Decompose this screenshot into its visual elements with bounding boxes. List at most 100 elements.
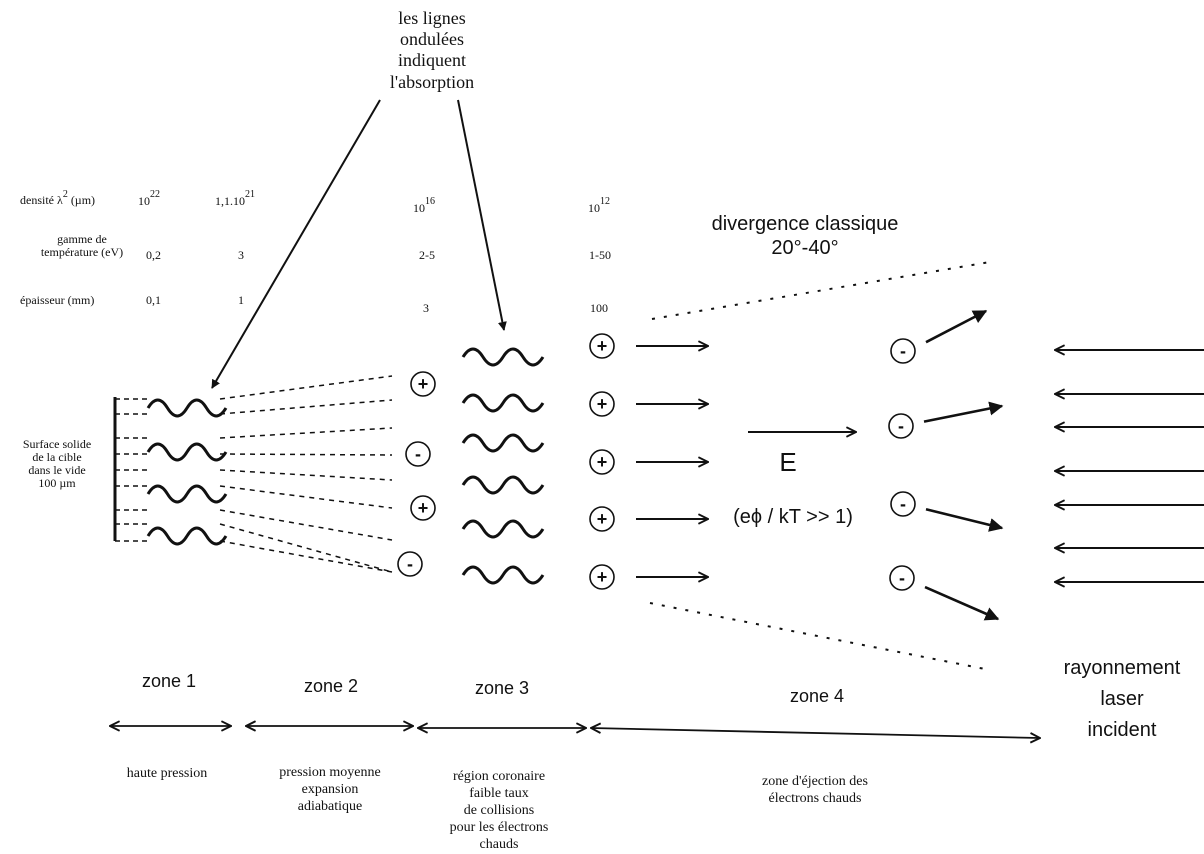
divergence-boundary-bottom	[649, 602, 991, 671]
hot-electron-2-sign: -	[898, 416, 904, 436]
zone-2-desc-1: pression moyenne	[279, 765, 380, 780]
layer-line-outer-3	[219, 427, 393, 439]
wave-zone3-5	[461, 519, 545, 539]
property-table: densité λ2 (µm) 1022 1,1.1021 1016 1012 g…	[20, 189, 611, 315]
zone-3: zone 3 région coronaire faible taux de c…	[418, 678, 586, 852]
hot-electron-4-circle	[889, 565, 915, 591]
ion-zone3-1: +	[589, 333, 615, 359]
hot-electron-4-sign: -	[899, 568, 905, 588]
zone-3-desc-3: de collisions	[464, 803, 534, 818]
hot-electron-3-circle	[890, 491, 916, 517]
absorption-annotation: les lignes ondulées indiquent l'absorpti…	[390, 8, 474, 92]
temperature-label-2: température (eV)	[41, 245, 123, 259]
ion-zone3-4-sign: +	[597, 509, 608, 529]
annotation-arrow-left	[211, 99, 381, 389]
laser-arrows	[1055, 350, 1204, 582]
temperature-label-1: gamme de	[57, 232, 107, 246]
wave-zone1-3	[146, 484, 228, 504]
ion-zone3-5: +	[589, 564, 615, 590]
ion-zone2-1: +	[410, 371, 436, 397]
layer-line-outer-9	[219, 540, 393, 573]
density-value-zone1: 1022	[138, 189, 160, 208]
target-label-2: de la cible	[32, 450, 81, 464]
zone-2-desc-3: adiabatique	[298, 799, 363, 814]
density-value-zone4: 1012	[588, 196, 610, 215]
ion-zone2-1-circle	[410, 371, 436, 397]
divergence-line-1: divergence classique	[712, 213, 899, 235]
zone-3-desc-1: région coronaire	[453, 769, 545, 784]
thickness-value-zone4: 100	[590, 301, 608, 315]
hot-electron-1: -	[890, 338, 916, 364]
layer-line-outer-1	[219, 375, 393, 400]
wave-zone3-1	[461, 347, 545, 367]
hot-electron-arrow-2	[923, 401, 1004, 423]
wave-zone3-4	[461, 475, 545, 495]
laser-label: rayonnement laser incident	[1064, 657, 1181, 741]
zone-4-label: zone 4	[790, 686, 844, 706]
hot-electron-2: -	[888, 413, 914, 439]
wave-zone1-1	[146, 398, 228, 418]
target-label-4: 100 µm	[38, 476, 76, 490]
layer-line-outer-7	[219, 509, 393, 541]
zone-1: zone 1 haute pression	[110, 671, 231, 781]
annotation-line-4: l'absorption	[390, 72, 474, 92]
layer-line-outer-4	[219, 453, 393, 456]
electron-zone2-2-circle	[397, 551, 423, 577]
laser-label-1: rayonnement	[1064, 657, 1181, 679]
ion-zone2-2-sign: +	[418, 498, 429, 518]
density-value-zone2: 1,1.1021	[215, 189, 255, 208]
annotation-line-2: ondulées	[400, 29, 464, 49]
ion-zone3-2-circle	[589, 391, 615, 417]
density-layer-lines	[115, 375, 393, 573]
temperature-value-zone3: 2-5	[419, 248, 435, 262]
hot-electron-3: -	[890, 491, 916, 517]
annotation-arrow-right	[457, 99, 507, 331]
hot-electron-1-sign: -	[900, 341, 906, 361]
plasma-particles: + - + - + + + + + - - - -	[397, 309, 1004, 621]
zone-2-desc-2: expansion	[302, 782, 359, 797]
density-label: densité λ2 (µm)	[20, 189, 95, 207]
layer-line-outer-2	[219, 399, 393, 415]
hot-electron-1-circle	[890, 338, 916, 364]
ion-zone3-3-sign: +	[597, 452, 608, 472]
zone-4: zone 4 zone d'éjection des électrons cha…	[591, 686, 1040, 806]
wave-zone3-6	[461, 565, 545, 585]
electron-zone2-1-circle	[405, 441, 431, 467]
layer-line-outer-8	[219, 523, 393, 573]
zone-3-desc-4: pour les électrons	[450, 820, 549, 835]
layer-line-outer-6	[219, 485, 393, 509]
ion-zone3-2-sign: +	[597, 394, 608, 414]
wave-zone1-2	[146, 442, 228, 462]
zone-4-desc-1: zone d'éjection des	[762, 774, 868, 789]
hot-electron-arrow-3	[925, 508, 1004, 532]
laser-label-2: laser	[1100, 688, 1144, 710]
zone-4-desc-2: électrons chauds	[769, 791, 862, 806]
annotation-line-3: indiquent	[398, 50, 466, 70]
zone-1-desc-1: haute pression	[127, 766, 207, 781]
ion-zone2-1-sign: +	[418, 374, 429, 394]
target-label-1: Surface solide	[23, 437, 91, 451]
temperature-value-zone4: 1-50	[589, 248, 611, 262]
layer-line-outer-5	[219, 469, 393, 481]
divergence-boundary-top	[651, 261, 991, 320]
target-label-3: dans le vide	[28, 463, 85, 477]
hot-electron-arrow-4	[924, 585, 1000, 621]
thickness-label: épaisseur (mm)	[20, 293, 94, 307]
ion-zone2-2: +	[410, 495, 436, 521]
zone-3-desc-5: chauds	[480, 837, 519, 852]
zone-3-label: zone 3	[475, 678, 529, 698]
ion-zone3-4: +	[589, 506, 615, 532]
electron-zone2-2: -	[397, 551, 423, 577]
hot-electron-4: -	[889, 565, 915, 591]
target-surface: Surface solide de la cible dans le vide …	[23, 397, 117, 541]
ion-zone3-5-circle	[589, 564, 615, 590]
ion-zone3-2: +	[589, 391, 615, 417]
thickness-value-zone1: 0,1	[146, 293, 161, 307]
thickness-value-zone3: 3	[423, 301, 429, 315]
ion-zone3-5-sign: +	[597, 567, 608, 587]
electron-zone2-1: -	[405, 441, 431, 467]
annotation-line-1: les lignes	[398, 8, 466, 28]
temperature-value-zone2: 3	[238, 248, 244, 262]
ion-zone3-4-circle	[589, 506, 615, 532]
